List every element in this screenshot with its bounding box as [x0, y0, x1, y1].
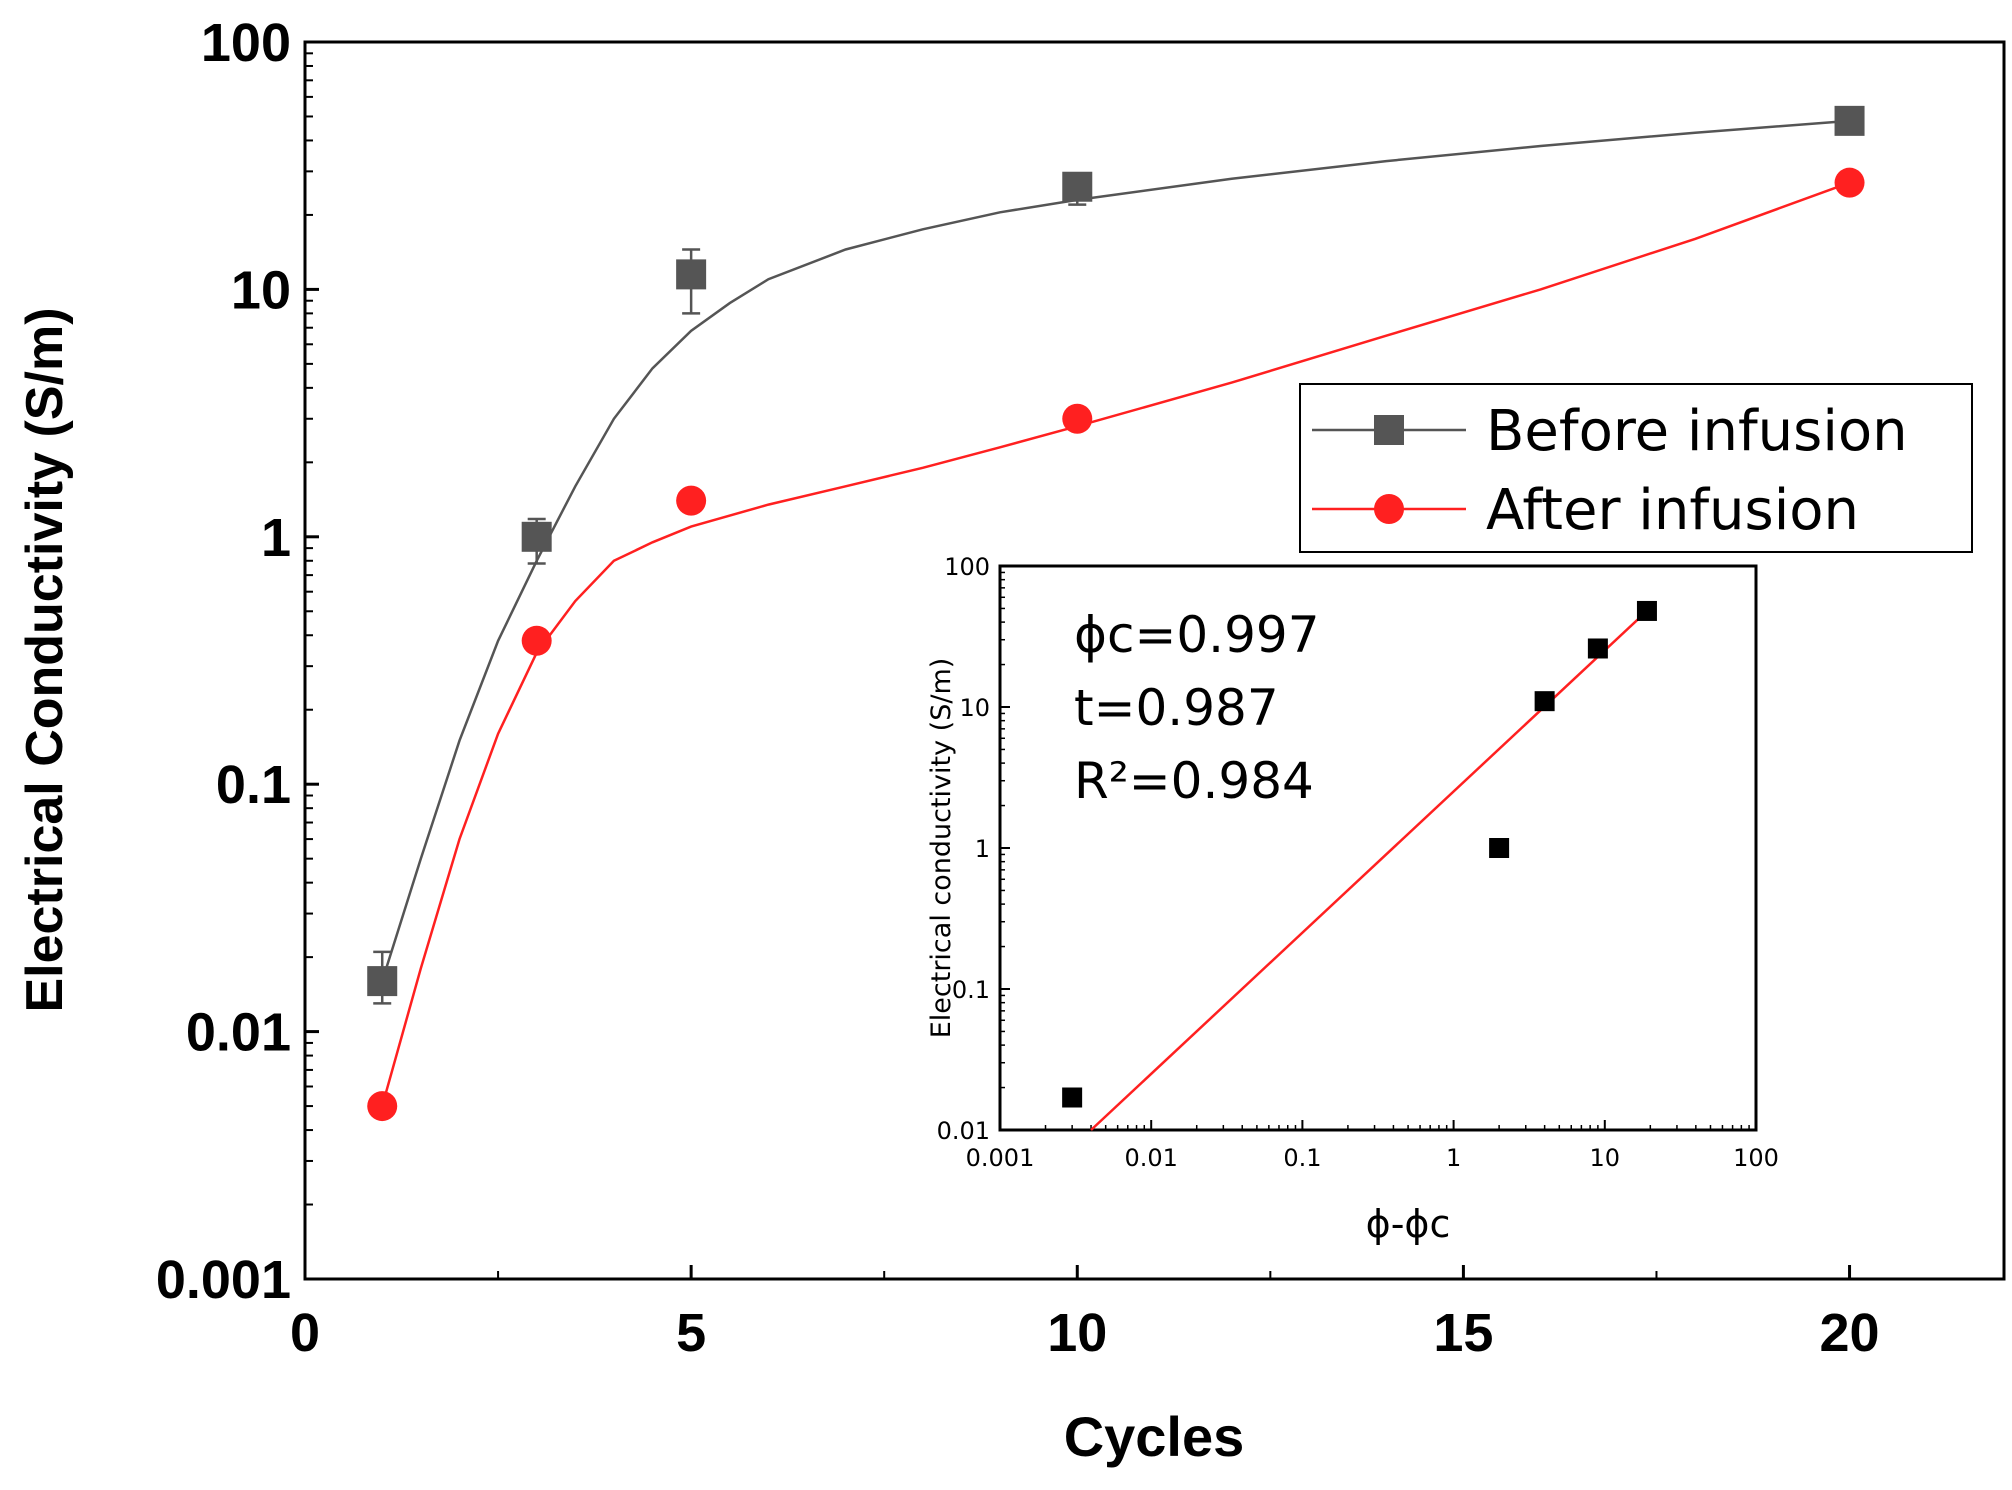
series-2-point: [1834, 167, 1865, 198]
main-y-tick-label: 0.01: [186, 1003, 291, 1063]
inset-point: [1489, 838, 1510, 858]
inset-x-tick-label: 0.01: [1124, 1144, 1177, 1172]
series-1-point: [1062, 171, 1093, 202]
legend-box: [1299, 383, 1973, 553]
inset-plot-frame: [998, 564, 1758, 1132]
inset-y-tick-label: 10: [959, 694, 990, 722]
series-2-fit-line: [380, 181, 1850, 1107]
main-y-tick-label: 1: [261, 508, 291, 568]
inset-point: [1534, 691, 1555, 712]
main-x-tick-label: 10: [1047, 1303, 1107, 1363]
inset-y-tick-label: 100: [944, 553, 990, 581]
inset-x-tick-label: 0.1: [1283, 1144, 1321, 1172]
legend-items: Before infusion After infusion: [1312, 399, 1908, 543]
series-1-point: [367, 966, 398, 997]
series-1-point: [521, 521, 552, 552]
inset-x-axis-title: ϕ-ϕc: [1366, 1202, 1451, 1246]
inset-markers: [1062, 600, 1657, 1108]
legend-label-1: Before infusion: [1486, 399, 1908, 464]
inset-annotation-1: ϕc=0.997: [1074, 606, 1320, 664]
inset-annotations: ϕc=0.997 t=0.987 R²=0.984: [1074, 606, 1320, 810]
legend: Before infusion After infusion: [1299, 383, 1973, 553]
main-markers: [367, 105, 1865, 1122]
main-y-axis-title: Electrical Conductivity (S/m): [16, 307, 74, 1012]
inset-annotation-2: t=0.987: [1074, 679, 1279, 737]
main-x-tick-label: 5: [676, 1303, 706, 1363]
inset-x-tick-label: 10: [1590, 1144, 1621, 1172]
series-1-fit-line: [381, 119, 1850, 982]
series-2-point: [1062, 403, 1093, 434]
main-x-tick-label: 20: [1820, 1303, 1880, 1363]
inset-x-tick-label: 100: [1733, 1144, 1779, 1172]
inset-y-tick-label: 0.1: [952, 976, 990, 1004]
inset-point: [1062, 1087, 1083, 1108]
main-y-tick-label: 100: [201, 13, 291, 73]
inset-y-tick-label: 1: [975, 835, 990, 863]
main-x-tick-label: 15: [1433, 1303, 1493, 1363]
series-1-point: [676, 259, 707, 290]
main-fit-curves: [380, 119, 1850, 1107]
inset-x-tick-label: 1: [1446, 1144, 1461, 1172]
legend-marker-1: [1374, 415, 1404, 445]
legend-label-2: After infusion: [1486, 478, 1859, 543]
legend-marker-2: [1374, 494, 1404, 524]
series-2-point: [367, 1091, 398, 1122]
inset-y-axis-title: Electrical conductivity (S/m): [926, 658, 957, 1039]
inset-y-tick-label: 0.01: [937, 1117, 990, 1145]
series-2-point: [521, 625, 552, 656]
series-1-point: [1834, 105, 1865, 136]
inset-point: [1636, 600, 1657, 621]
main-x-tick-label: 0: [290, 1303, 320, 1363]
inset-point: [1587, 638, 1608, 659]
main-y-tick-label: 0.001: [156, 1250, 291, 1310]
inset-annotation-3: R²=0.984: [1074, 752, 1314, 810]
main-x-axis-title: Cycles: [1064, 1405, 1245, 1468]
inset-x-tick-label: 0.001: [966, 1144, 1035, 1172]
series-2-point: [676, 485, 707, 516]
main-y-tick-label: 10: [231, 260, 291, 320]
main-y-tick-label: 0.1: [216, 755, 291, 815]
